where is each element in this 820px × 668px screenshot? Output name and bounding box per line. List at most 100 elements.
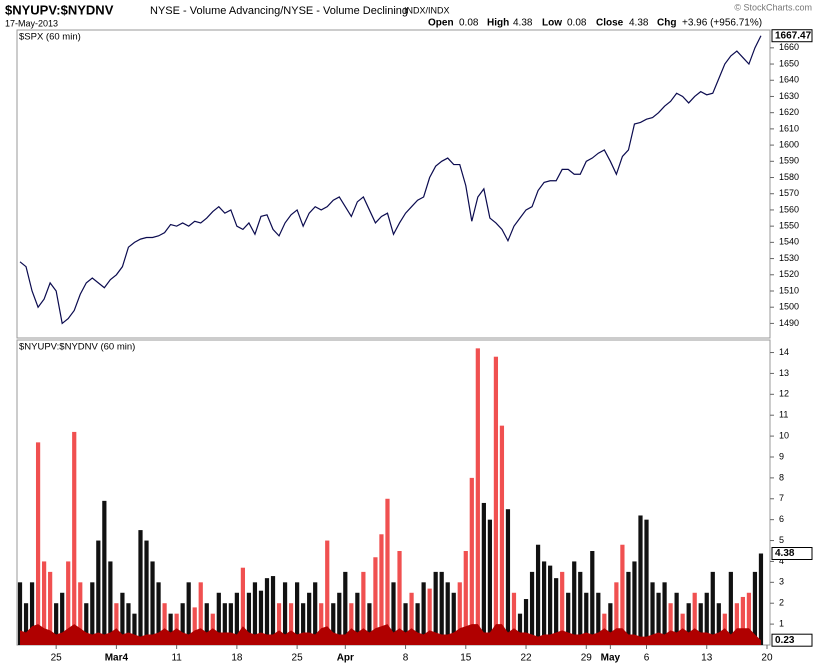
- bar: [596, 592, 601, 645]
- bar: [349, 603, 354, 645]
- bar: [560, 571, 565, 645]
- bar: [270, 576, 276, 645]
- credit: © StockCharts.com: [734, 2, 812, 12]
- bar: [156, 582, 161, 645]
- bar: [740, 596, 746, 645]
- bar: [367, 603, 372, 645]
- last-value-box: [771, 633, 813, 647]
- bar: [746, 592, 752, 645]
- bar: [102, 500, 107, 645]
- x-tick-label: 22: [520, 653, 532, 664]
- bar: [608, 603, 613, 645]
- y-tick-label: 1620: [779, 107, 799, 117]
- y-tick-label: 5: [779, 535, 784, 545]
- bar: [228, 603, 233, 645]
- bar: [234, 592, 239, 645]
- stat-label: Open: [428, 18, 454, 29]
- bar: [698, 603, 703, 645]
- y-tick-label: 1590: [779, 156, 799, 166]
- bar: [590, 550, 595, 645]
- bar: [60, 592, 65, 645]
- bar: [572, 561, 577, 645]
- bar: [325, 540, 330, 645]
- y-tick-label: 13: [779, 368, 789, 378]
- date: 17-May-2013: [5, 18, 58, 28]
- bar: [192, 607, 197, 645]
- bar: [650, 582, 655, 645]
- y-tick-label: 3: [779, 577, 784, 587]
- bar: [463, 550, 468, 645]
- exchange: INDX/INDX: [404, 5, 450, 15]
- bar: [397, 550, 402, 645]
- bar: [246, 592, 252, 645]
- y-tick-label: 1650: [779, 58, 799, 68]
- bar: [529, 571, 535, 645]
- bar: [662, 582, 667, 645]
- bar: [379, 534, 384, 645]
- bar: [704, 592, 709, 645]
- bar: [373, 557, 378, 645]
- bar: [487, 519, 492, 645]
- bar: [54, 603, 59, 645]
- bar: [72, 431, 77, 645]
- bar: [337, 592, 342, 645]
- bar: [114, 603, 119, 645]
- y-tick-label: 1540: [779, 237, 799, 247]
- bar: [517, 613, 523, 645]
- panel-title: $SPX (60 min): [19, 32, 81, 43]
- stat-label: Chg: [657, 18, 676, 29]
- y-tick-label: 1660: [779, 42, 799, 52]
- panel-title: $NYUPV:$NYDNV (60 min): [19, 342, 135, 353]
- bar: [331, 603, 336, 645]
- bar: [132, 613, 137, 645]
- bar: [120, 592, 125, 645]
- bar: [150, 561, 155, 645]
- bar: [84, 603, 89, 645]
- bar: [481, 502, 486, 645]
- stat-value: 0.08: [567, 18, 587, 29]
- stat-value: 4.38: [513, 18, 533, 29]
- bar: [716, 603, 721, 645]
- x-tick-label: May: [601, 653, 621, 664]
- bar: [307, 592, 312, 645]
- y-tick-label: 14: [779, 347, 789, 357]
- bar: [144, 540, 149, 645]
- y-tick-label: 11: [779, 410, 788, 420]
- y-tick-label: 1560: [779, 204, 799, 214]
- bar: [620, 544, 625, 645]
- y-tick-label: 1630: [779, 91, 799, 101]
- panel: [16, 29, 771, 339]
- bar: [258, 590, 264, 645]
- bar: [686, 603, 691, 645]
- x-tick-label: Apr: [337, 653, 354, 664]
- bar: [66, 561, 71, 645]
- bar: [638, 515, 643, 645]
- last-value-box: [771, 29, 813, 43]
- bar: [548, 565, 553, 645]
- symbol: $NYUPV:$NYDNV: [5, 2, 114, 17]
- x-tick-label: Mar4: [105, 653, 129, 664]
- x-tick-label: 11: [171, 653, 182, 664]
- bar: [29, 582, 35, 645]
- bar: [385, 498, 390, 645]
- bar: [90, 582, 95, 645]
- bar: [614, 582, 619, 645]
- bar: [403, 603, 408, 645]
- x-tick-label: 25: [292, 653, 304, 664]
- y-tick-label: 1640: [779, 75, 799, 85]
- bar: [439, 571, 444, 645]
- bar: [415, 603, 420, 645]
- y-tick-label: 1510: [779, 285, 799, 295]
- x-tick-label: 29: [581, 653, 593, 664]
- y-tick-label: 6: [779, 514, 784, 524]
- y-tick-label: 9: [779, 451, 784, 461]
- y-tick-label: 1500: [779, 302, 799, 312]
- stat-value: 0.08: [459, 18, 479, 29]
- bar: [240, 567, 246, 645]
- bar: [48, 571, 53, 645]
- x-tick-label: 8: [403, 653, 409, 664]
- bar: [222, 603, 227, 645]
- y-tick-label: 1570: [779, 188, 799, 198]
- bar: [108, 561, 113, 645]
